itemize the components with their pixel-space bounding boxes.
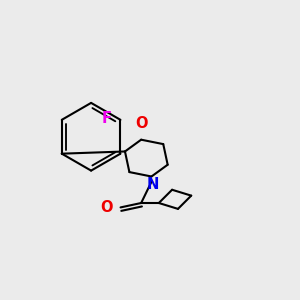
Text: O: O xyxy=(101,200,113,215)
Text: N: N xyxy=(147,177,159,192)
Text: F: F xyxy=(102,111,112,126)
Text: O: O xyxy=(135,116,147,131)
